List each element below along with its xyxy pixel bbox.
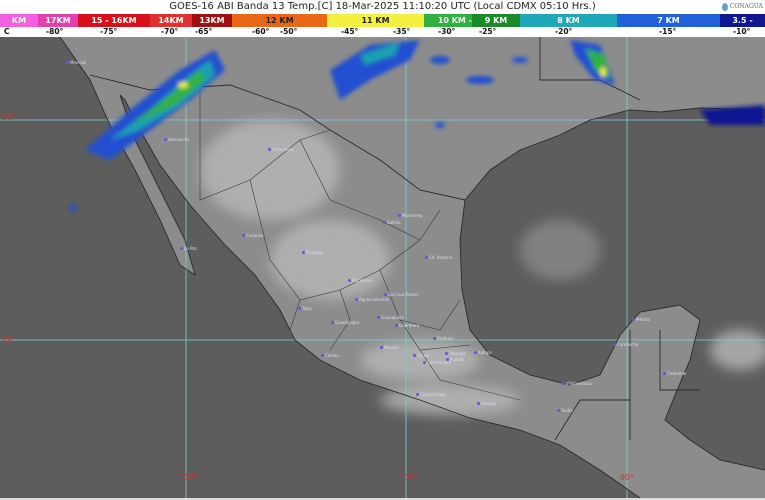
cold-cloud-tops bbox=[69, 40, 765, 211]
city-label: Mérida bbox=[632, 317, 650, 322]
city-label: Cd. Victoria bbox=[425, 255, 452, 260]
city-label: Xalapa bbox=[474, 350, 492, 355]
colorbar-segment: KM bbox=[0, 14, 38, 27]
city-label: Campeche bbox=[613, 342, 638, 347]
state-borders bbox=[199, 90, 521, 401]
longitude-label: -90° bbox=[617, 473, 635, 482]
colorbar-segment: 9 KM bbox=[472, 14, 520, 27]
city-label: Oaxaca bbox=[477, 401, 496, 406]
city-label: Villahermosa bbox=[562, 381, 592, 386]
colorbar-segment: 15 - 16KM bbox=[78, 14, 150, 27]
city-label: Mexicali bbox=[66, 60, 86, 65]
city-label: Aguascalientes bbox=[355, 297, 389, 302]
image-title: GOES-16 ABI Banda 13 Temp.[C] 18-Mar-202… bbox=[169, 1, 596, 12]
temperature-scale: C -80° -75° -70° -65° -60° -50° -45° -35… bbox=[0, 27, 765, 37]
temp-label: -45° bbox=[341, 27, 359, 36]
temp-label: -20° bbox=[555, 27, 573, 36]
city-label: Tlaxcala bbox=[445, 351, 466, 356]
city-label: Hermosillo bbox=[164, 137, 189, 142]
water-drop-icon bbox=[721, 2, 728, 11]
conagua-logo: CONAGUA bbox=[721, 0, 763, 14]
colorbar-segment: 13KM bbox=[192, 14, 232, 27]
map-drawing bbox=[0, 37, 765, 498]
city-label: Puebla bbox=[446, 357, 463, 362]
city-label: Guanajuato bbox=[377, 315, 404, 320]
temp-label: C bbox=[4, 27, 10, 36]
colorbar-segment: 8 KM bbox=[520, 14, 617, 27]
city-label: Chetumal bbox=[663, 371, 686, 376]
city-label: Durango bbox=[302, 250, 323, 255]
city-label: Querétaro bbox=[395, 323, 419, 328]
colorbar-segment: 14KM bbox=[150, 14, 192, 27]
longitude-label: -110° bbox=[176, 473, 199, 482]
city-label: La Paz bbox=[180, 246, 197, 251]
city-label: Chihuahua bbox=[268, 147, 293, 152]
city-label: Toluca bbox=[413, 353, 430, 358]
city-label: Cuernavaca bbox=[423, 360, 451, 365]
latitude-label: 30° bbox=[2, 113, 17, 122]
city-label: Culiacán bbox=[242, 233, 263, 238]
colorbar-segment: 17KM bbox=[38, 14, 78, 27]
temp-label: -10° bbox=[733, 27, 751, 36]
temp-label: -25° bbox=[479, 27, 497, 36]
logo-text: CONAGUA bbox=[729, 3, 763, 10]
latitude-label: 20° bbox=[2, 334, 17, 343]
temp-label: -60° bbox=[252, 27, 270, 36]
temp-label: -35° bbox=[393, 27, 411, 36]
city-label: Monterrey bbox=[398, 213, 422, 218]
colorbar-segment: 11 KM bbox=[327, 14, 424, 27]
longitude-label: -100° bbox=[396, 473, 419, 482]
colorbar-segment: 7 KM bbox=[617, 14, 720, 27]
city-label: Saltillo bbox=[383, 220, 400, 225]
temp-label: -70° bbox=[161, 27, 179, 36]
temp-label: -50° bbox=[280, 27, 298, 36]
satellite-map: 30° 20° -110° -100° -90° Mexicali Hermos… bbox=[0, 37, 765, 498]
temp-label: -65° bbox=[195, 27, 213, 36]
city-label: Pachuca bbox=[433, 336, 454, 341]
city-label: Zacatecas bbox=[348, 278, 373, 283]
bottom-border bbox=[0, 498, 765, 500]
temp-label: -15° bbox=[659, 27, 677, 36]
city-label: San Luis Potosí bbox=[384, 292, 418, 297]
city-label: Guadalajara bbox=[331, 320, 359, 325]
temp-label: -30° bbox=[438, 27, 456, 36]
city-label: Morelia bbox=[380, 345, 399, 350]
city-label: Tepic bbox=[298, 306, 312, 311]
colorbar-segment: 12 KM bbox=[232, 14, 327, 27]
city-label: Chilpancingo bbox=[416, 392, 446, 397]
temp-label: -75° bbox=[100, 27, 118, 36]
altitude-colorbar: KM 17KM 15 - 16KM 14KM 13KM 12 KM 11 KM … bbox=[0, 14, 765, 27]
city-label: Tuxtla bbox=[557, 408, 573, 413]
city-label: Colima bbox=[321, 353, 339, 358]
temp-label: -80° bbox=[46, 27, 64, 36]
colorbar-segment: 10 KM - bbox=[424, 14, 472, 27]
colorbar-segment: 3.5 - bbox=[720, 14, 765, 27]
